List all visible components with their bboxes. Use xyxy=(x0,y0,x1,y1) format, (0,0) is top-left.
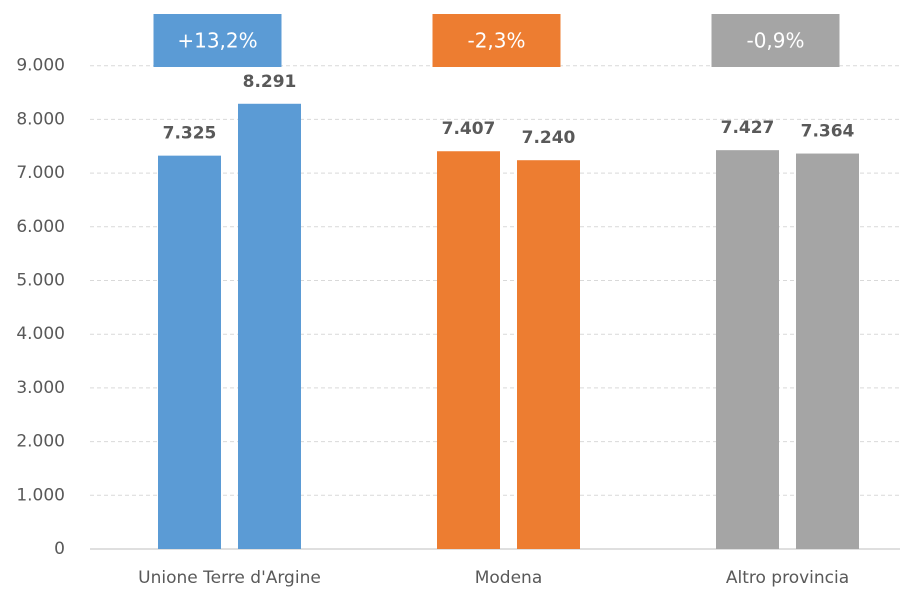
y-tick-label: 5.000 xyxy=(16,271,65,291)
value-label: 8.291 xyxy=(243,72,297,92)
value-label: 7.240 xyxy=(522,128,576,148)
y-tick-label: 3.000 xyxy=(16,378,65,398)
annotation-box xyxy=(711,14,840,67)
value-label: 7.407 xyxy=(442,119,496,139)
annotation-box xyxy=(153,14,282,67)
y-tick-label: 0 xyxy=(54,539,65,559)
annotation: -0,9% xyxy=(746,29,804,53)
y-tick-label: 9.000 xyxy=(16,56,65,76)
value-label: 7.427 xyxy=(721,118,775,138)
x-tick-label: Modena xyxy=(475,568,543,588)
y-tick-label: 1.000 xyxy=(16,485,65,505)
y-tick-label: 4.000 xyxy=(16,324,65,344)
bar xyxy=(796,153,859,549)
x-tick-label: Unione Terre d'Argine xyxy=(138,568,321,588)
bar xyxy=(716,150,779,549)
annotation: -2,3% xyxy=(467,29,525,53)
y-tick-label: 7.000 xyxy=(16,163,65,183)
y-tick-label: 6.000 xyxy=(16,217,65,237)
annotation-box xyxy=(432,14,561,67)
y-tick-label: 2.000 xyxy=(16,432,65,452)
y-tick-label: 8.000 xyxy=(16,109,65,129)
value-label: 7.325 xyxy=(163,124,217,144)
bar xyxy=(238,103,301,549)
x-tick-label: Altro provincia xyxy=(726,568,849,588)
annotation: +13,2% xyxy=(177,29,257,53)
value-label: 7.364 xyxy=(801,122,855,142)
bar xyxy=(158,155,221,549)
bar xyxy=(517,160,580,549)
bar xyxy=(437,151,500,550)
